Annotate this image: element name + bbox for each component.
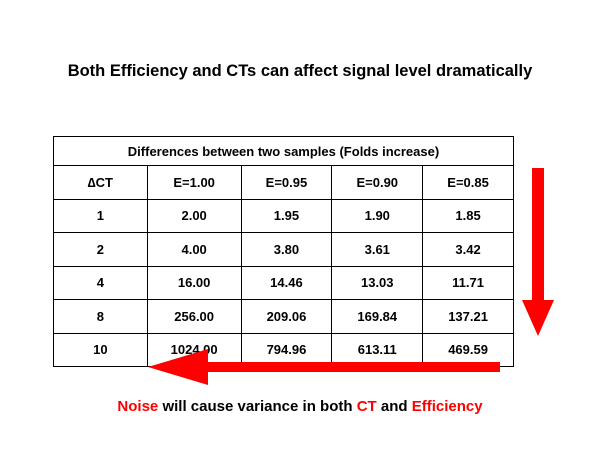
table-caption: Differences between two samples (Folds i… bbox=[53, 136, 514, 166]
column-header-e-0-95: E=0.95 bbox=[240, 165, 333, 200]
fold-cell: 13.03 bbox=[331, 265, 424, 300]
table-row: 2 4.00 3.80 3.61 3.42 bbox=[53, 232, 514, 267]
delta-ct-cell: 10 bbox=[53, 332, 148, 367]
and-text: and bbox=[376, 398, 412, 415]
column-header-e-0-85: E=0.85 bbox=[422, 165, 514, 200]
table-row: 10 1024.00 794.96 613.11 469.59 bbox=[53, 332, 514, 367]
column-header-e-1-00: E=1.00 bbox=[146, 165, 242, 200]
noise-word: Noise bbox=[117, 398, 159, 415]
efficiency-word: Efficiency bbox=[411, 398, 483, 415]
fold-cell: 1.95 bbox=[240, 198, 333, 233]
table-caption-row: Differences between two samples (Folds i… bbox=[53, 136, 514, 166]
delta-ct-cell: 2 bbox=[53, 232, 148, 267]
fold-cell: 2.00 bbox=[146, 198, 242, 233]
arrow-left-icon bbox=[148, 349, 500, 385]
fold-cell: 137.21 bbox=[422, 299, 514, 334]
column-header-e-0-90: E=0.90 bbox=[331, 165, 424, 200]
column-header-delta-ct: ∆CT bbox=[53, 165, 148, 200]
delta-ct-cell: 8 bbox=[53, 299, 148, 334]
fold-cell: 14.46 bbox=[240, 265, 333, 300]
slide-title: Both Efficiency and CTs can affect signa… bbox=[67, 62, 533, 80]
delta-ct-cell: 4 bbox=[53, 265, 148, 300]
table-header-row: ∆CT E=1.00 E=0.95 E=0.90 E=0.85 bbox=[53, 165, 514, 200]
table-row: 1 2.00 1.95 1.90 1.85 bbox=[53, 198, 514, 233]
fold-increase-table: Differences between two samples (Folds i… bbox=[53, 136, 514, 367]
arrow-down-icon bbox=[522, 168, 554, 336]
fold-cell: 256.00 bbox=[146, 299, 242, 334]
delta-ct-cell: 1 bbox=[53, 198, 148, 233]
ct-word: CT bbox=[356, 398, 377, 415]
fold-cell: 169.84 bbox=[331, 299, 424, 334]
fold-cell: 3.80 bbox=[240, 232, 333, 267]
fold-cell: 469.59 bbox=[422, 332, 514, 367]
noise-statement: Noise will cause variance in both CT and… bbox=[0, 398, 600, 415]
fold-cell: 4.00 bbox=[146, 232, 242, 267]
fold-cell: 16.00 bbox=[146, 265, 242, 300]
fold-cell: 3.42 bbox=[422, 232, 514, 267]
fold-cell: 613.11 bbox=[331, 332, 424, 367]
fold-cell: 1.85 bbox=[422, 198, 514, 233]
fold-cell: 3.61 bbox=[331, 232, 424, 267]
table-row: 8 256.00 209.06 169.84 137.21 bbox=[53, 299, 514, 334]
fold-cell: 209.06 bbox=[240, 299, 333, 334]
fold-cell: 11.71 bbox=[422, 265, 514, 300]
statement-text: will cause variance in both bbox=[158, 398, 357, 415]
fold-cell: 1.90 bbox=[331, 198, 424, 233]
table-row: 4 16.00 14.46 13.03 11.71 bbox=[53, 265, 514, 300]
